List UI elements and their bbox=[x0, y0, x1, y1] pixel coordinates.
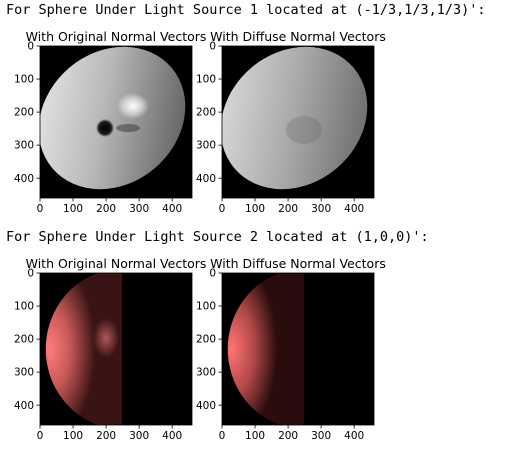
panel-title: With Diffuse Normal Vectors bbox=[210, 256, 386, 271]
y-tick-label: 300 bbox=[14, 140, 34, 152]
x-tick-label: 400 bbox=[344, 430, 364, 442]
panel-title: With Diffuse Normal Vectors bbox=[210, 29, 386, 44]
panel-title: With Original Normal Vectors bbox=[26, 256, 207, 271]
sphere-shading bbox=[40, 46, 186, 190]
x-tick-label: 100 bbox=[245, 203, 265, 215]
y-tick-label: 200 bbox=[14, 107, 34, 119]
shadow-edge bbox=[160, 46, 192, 198]
y-tick-label: 0 bbox=[209, 268, 216, 280]
y-tick-label: 300 bbox=[14, 367, 34, 379]
heading-light-source-1: For Sphere Under Light Source 1 located … bbox=[6, 2, 486, 18]
y-tick-label: 200 bbox=[14, 334, 34, 346]
x-tick-label: 100 bbox=[245, 430, 265, 442]
sphere-shading bbox=[227, 273, 304, 425]
x-tick-label: 0 bbox=[219, 203, 226, 215]
y-tick-label: 0 bbox=[27, 41, 34, 53]
axes-frame bbox=[39, 272, 193, 426]
x-tick-label: 300 bbox=[129, 430, 149, 442]
y-tick-label: 400 bbox=[14, 400, 34, 412]
x-tick-label: 100 bbox=[63, 203, 83, 215]
y-tick-label: 0 bbox=[209, 41, 216, 53]
y-tick-label: 300 bbox=[196, 140, 216, 152]
x-tick-label: 300 bbox=[129, 203, 149, 215]
x-tick-label: 0 bbox=[37, 203, 44, 215]
sphere-shading bbox=[45, 273, 122, 425]
specular-highlight bbox=[93, 318, 119, 358]
sphere-shading bbox=[222, 46, 368, 190]
x-tick-label: 0 bbox=[219, 430, 226, 442]
y-tick-label: 200 bbox=[196, 334, 216, 346]
x-tick-label: 200 bbox=[96, 430, 116, 442]
x-tick-label: 200 bbox=[278, 203, 298, 215]
x-tick-label: 400 bbox=[344, 203, 364, 215]
y-tick-label: 100 bbox=[196, 301, 216, 313]
y-tick-label: 100 bbox=[196, 74, 216, 86]
dark-spot bbox=[96, 119, 114, 137]
y-tick-label: 0 bbox=[27, 268, 34, 280]
axes-frame bbox=[221, 45, 375, 199]
axes-frame bbox=[221, 272, 375, 426]
y-tick-label: 300 bbox=[196, 367, 216, 379]
x-tick-label: 200 bbox=[96, 203, 116, 215]
x-tick-label: 400 bbox=[162, 203, 182, 215]
shadow-streak bbox=[116, 124, 140, 132]
heading-light-source-2: For Sphere Under Light Source 2 located … bbox=[6, 229, 429, 245]
x-tick-label: 200 bbox=[278, 430, 298, 442]
y-tick-label: 100 bbox=[14, 74, 34, 86]
x-tick-label: 300 bbox=[311, 203, 331, 215]
x-tick-label: 0 bbox=[37, 430, 44, 442]
x-tick-label: 300 bbox=[311, 430, 331, 442]
diffuse-spot bbox=[286, 116, 322, 144]
y-tick-label: 400 bbox=[196, 400, 216, 412]
x-tick-label: 100 bbox=[63, 430, 83, 442]
y-tick-label: 200 bbox=[196, 107, 216, 119]
y-tick-label: 400 bbox=[14, 173, 34, 185]
shadow-edge bbox=[342, 46, 374, 198]
y-tick-label: 400 bbox=[196, 173, 216, 185]
y-tick-label: 100 bbox=[14, 301, 34, 313]
axes-frame bbox=[39, 45, 193, 199]
x-tick-label: 400 bbox=[162, 430, 182, 442]
specular-highlight bbox=[117, 93, 149, 119]
panel-title: With Original Normal Vectors bbox=[26, 29, 207, 44]
